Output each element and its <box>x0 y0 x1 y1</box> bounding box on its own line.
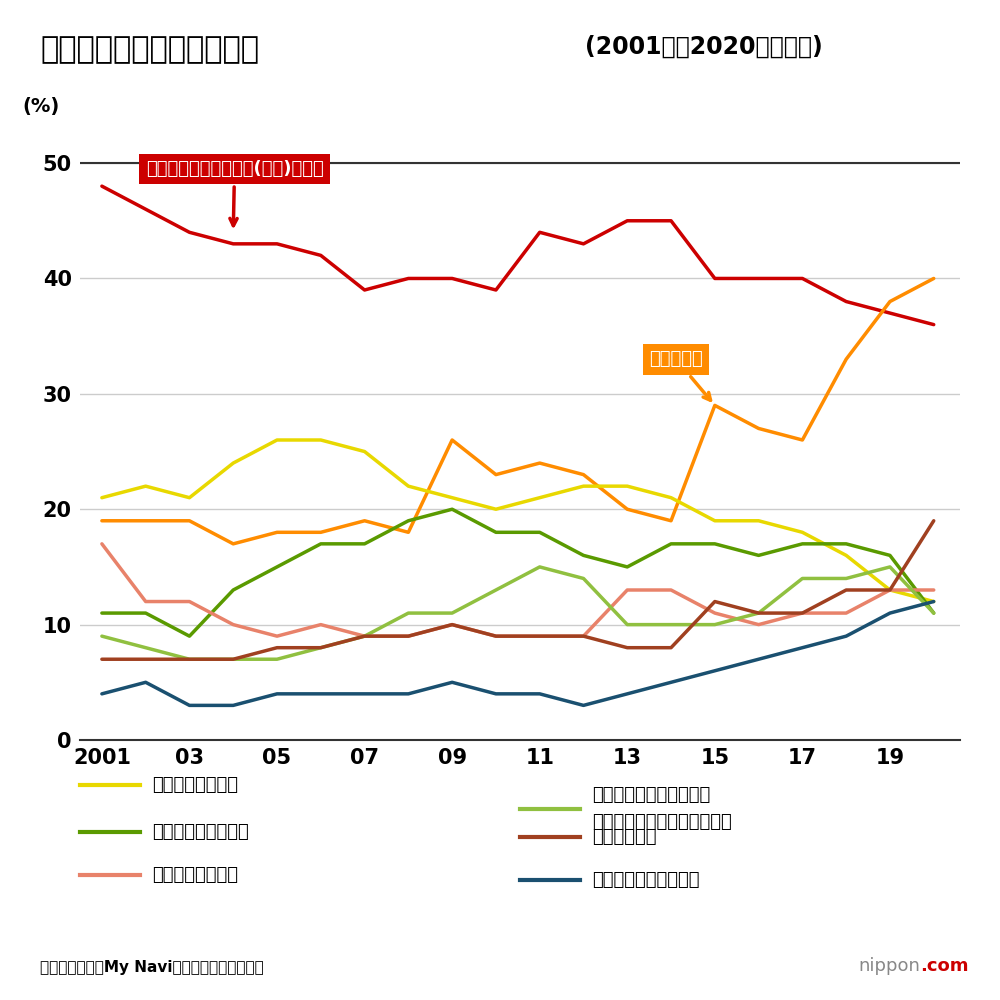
Text: .com: .com <box>920 957 968 975</box>
Text: (2001届～2020届毕业生): (2001届～2020届毕业生) <box>585 35 823 59</box>
Text: 可以做自己想做的工作(职种)的公司: 可以做自己想做的工作(职种)的公司 <box>146 160 323 226</box>
Text: 工资高的公司: 工资高的公司 <box>592 828 657 846</box>
Text: 稳定的公司: 稳定的公司 <box>649 350 711 400</box>
Text: 休息日和休假多的公司: 休息日和休假多的公司 <box>592 871 700 889</box>
Text: 企业文化良好的公司: 企业文化良好的公司 <box>152 823 249 841</box>
Text: (%): (%) <box>23 97 60 116</box>
Text: 人性化的工作管理体系、
提供住宅补贴等福利好的公司: 人性化的工作管理体系、 提供住宅补贴等福利好的公司 <box>592 786 732 831</box>
Text: 工作有意义的公司: 工作有意义的公司 <box>152 776 238 794</box>
Text: 大学生选择企业时的侧重点: 大学生选择企业时的侧重点 <box>40 35 259 64</box>
Text: 有发展前景的公司: 有发展前景的公司 <box>152 866 238 884</box>
Text: （根据株式会社My Navi的部分调查结果制作）: （根据株式会社My Navi的部分调查结果制作） <box>40 960 264 975</box>
Text: nippon: nippon <box>858 957 920 975</box>
